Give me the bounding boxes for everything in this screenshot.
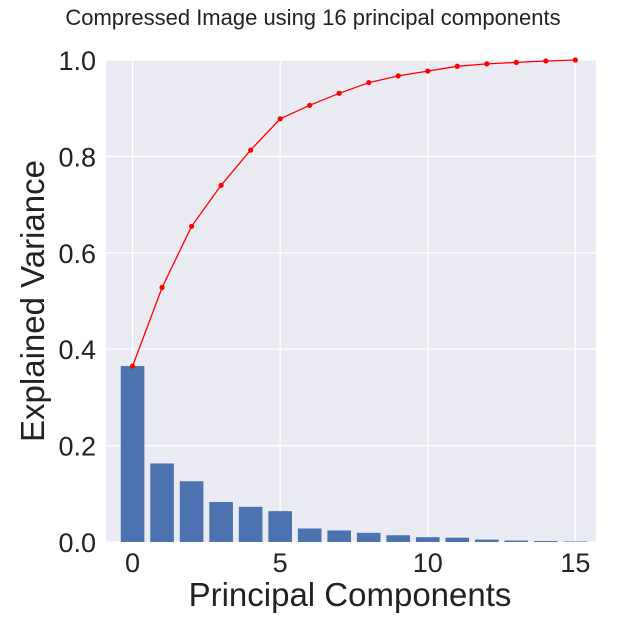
bar-11 <box>445 537 470 542</box>
bar-5 <box>268 511 292 542</box>
y-tick-label: 0.2 <box>58 432 96 462</box>
x-tick-label: 10 <box>413 548 443 578</box>
x-tick-label: 5 <box>273 548 288 578</box>
cumulative-point-10 <box>425 68 431 74</box>
bar-3 <box>209 501 233 542</box>
bar-2 <box>179 481 204 542</box>
x-tick-label: 0 <box>125 548 140 578</box>
bar-13 <box>504 540 529 542</box>
cumulative-point-12 <box>484 61 490 67</box>
bar-1 <box>150 463 174 542</box>
x-tick-label: 15 <box>560 548 590 578</box>
cumulative-point-4 <box>248 147 254 153</box>
y-axis-label: Explained Variance <box>14 160 51 442</box>
cumulative-point-0 <box>129 363 136 369</box>
cumulative-point-5 <box>277 116 283 122</box>
cumulative-point-1 <box>159 284 165 291</box>
cumulative-point-3 <box>218 182 224 188</box>
cumulative-point-8 <box>366 80 372 86</box>
gridlines <box>106 59 596 543</box>
cumulative-points <box>129 57 578 369</box>
bar-14 <box>534 541 558 542</box>
cumulative-point-14 <box>543 58 549 64</box>
bar-6 <box>297 528 322 542</box>
y-tick-label: 0.6 <box>58 239 96 269</box>
bar-9 <box>386 535 411 542</box>
cumulative-point-11 <box>454 63 460 69</box>
y-tick-label: 0.4 <box>58 335 96 365</box>
y-tick-labels: 0.0 0.2 0.4 0.6 0.8 1.0 <box>58 46 96 558</box>
bar-10 <box>415 537 440 542</box>
chart-title: Compressed Image using 16 principal comp… <box>65 5 560 30</box>
y-tick-label: 1.0 <box>58 46 96 76</box>
bar-series <box>120 366 588 542</box>
bar-4 <box>238 506 263 542</box>
y-tick-label: 0.0 <box>58 528 96 558</box>
plot-area <box>106 60 596 542</box>
bar-12 <box>474 539 499 542</box>
y-tick-label: 0.8 <box>58 142 96 172</box>
cumulative-line-series <box>131 59 576 367</box>
x-axis-label: Principal Components <box>189 576 512 613</box>
cumulative-point-7 <box>336 90 342 96</box>
cumulative-point-15 <box>572 57 578 63</box>
x-tick-labels: 0 5 10 15 <box>125 548 590 578</box>
cumulative-variance-line <box>131 59 576 367</box>
bar-8 <box>356 532 381 542</box>
bar-7 <box>327 530 351 542</box>
cumulative-point-13 <box>513 59 519 66</box>
cumulative-point-2 <box>189 223 195 229</box>
cumulative-point-6 <box>307 102 313 108</box>
bar-0 <box>120 366 145 542</box>
cumulative-point-9 <box>395 73 401 79</box>
